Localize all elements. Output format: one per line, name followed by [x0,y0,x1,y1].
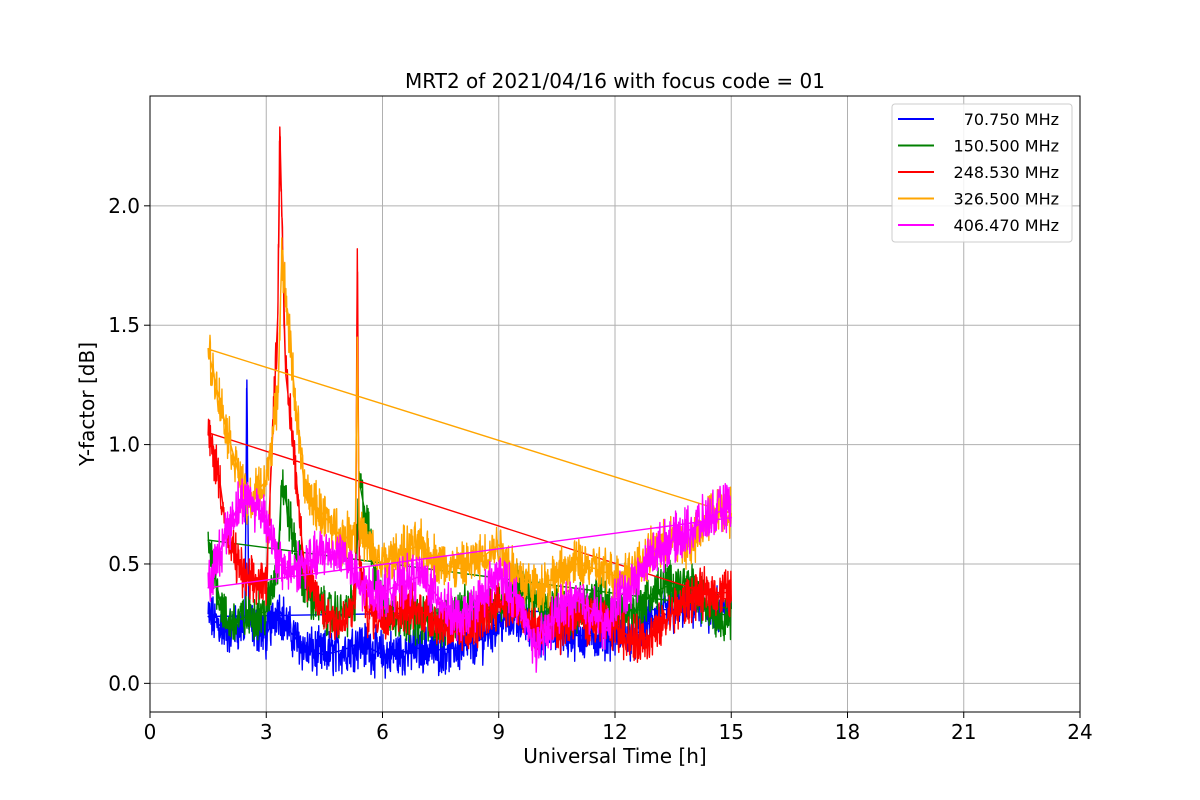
x-tick-label: 18 [835,720,860,744]
y-tick-label: 1.0 [108,433,140,457]
series-line [207,478,732,673]
x-tick-label: 12 [602,720,627,744]
ticks-layer: 0 3 6 9 12 15 18 21 24 0.0 0.5 1.0 1.5 2.0 [108,194,1093,744]
x-tick-label: 9 [492,720,505,744]
chart-title: MRT2 of 2021/04/16 with focus code = 01 [405,69,825,93]
legend: 70.750 MHz 150.500 MHz 248.530 MHz 326.500 … [891,103,1073,243]
x-axis-label: Universal Time [h] [523,744,706,768]
legend-label: 406.470 MHz [954,216,1059,235]
y-tick-label: 1.5 [108,313,140,337]
y-axis-label: Y-factor [dB] [75,342,99,467]
x-tick-label: 3 [260,720,273,744]
legend-label: 248.530 MHz [954,163,1059,182]
legend-label: 326.500 MHz [954,190,1059,209]
y-tick-label: 0.0 [108,671,140,695]
y-tick-label: 0.5 [108,552,140,576]
legend-label: 70.750 MHz [964,110,1059,129]
series-layer [207,126,732,679]
x-tick-label: 6 [376,720,389,744]
legend-box [891,103,1073,243]
series-line [207,237,732,612]
legend-label: 150.500 MHz [954,137,1059,156]
x-tick-label: 24 [1067,720,1092,744]
x-tick-label: 0 [144,720,157,744]
x-tick-label: 15 [719,720,744,744]
x-tick-label: 21 [951,720,976,744]
series-line [207,126,732,663]
y-tick-label: 2.0 [108,194,140,218]
